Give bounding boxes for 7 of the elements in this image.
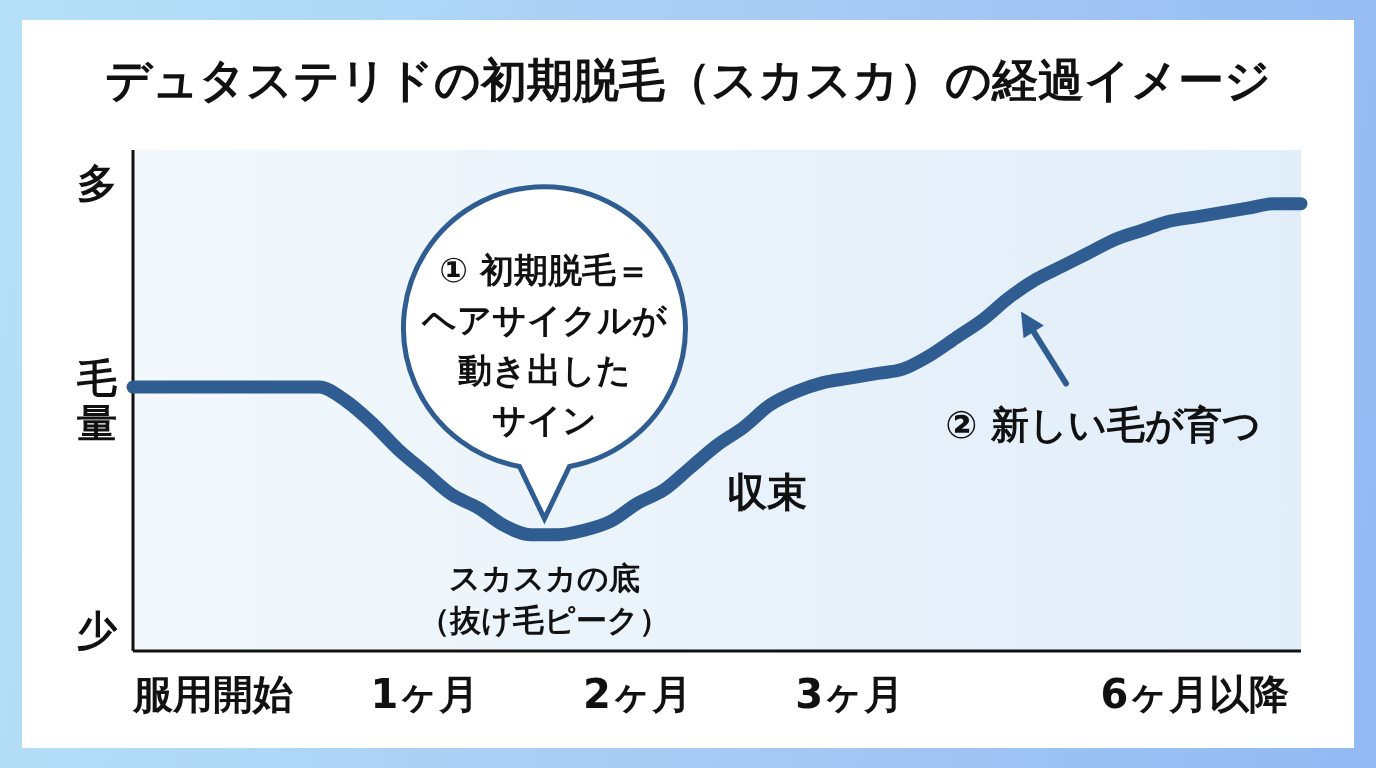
- annotation: 少: [77, 607, 117, 653]
- annotation: スカスカの底（抜け毛ピーク）: [418, 559, 670, 638]
- title: デュタステリドの初期脱毛（スカスカ）の経過イメージ: [105, 53, 1271, 107]
- annotation: 収束: [727, 469, 807, 515]
- annotation: ② 新しい毛が育つ: [945, 403, 1261, 447]
- annotation: ① 初期脱毛＝ヘアサイクルが動き出したサイン: [421, 249, 667, 440]
- annotation: 多: [77, 160, 117, 206]
